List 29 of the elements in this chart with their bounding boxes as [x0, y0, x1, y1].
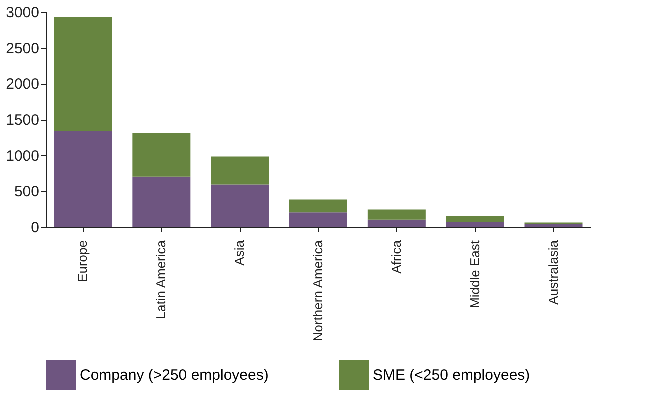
bar — [54, 17, 112, 131]
y-tick-label: 2500 — [6, 40, 40, 58]
legend-label: Company (>250 employees) — [80, 367, 269, 384]
y-tick-label: 1000 — [6, 148, 40, 165]
y-tick-label: 500 — [14, 184, 40, 201]
bar — [132, 133, 191, 177]
x-tick-label: Northern America — [310, 240, 326, 342]
x-tick-label: Asia — [232, 240, 248, 266]
bar — [446, 222, 504, 227]
y-tick-label: 2000 — [6, 76, 40, 94]
bar — [211, 184, 270, 227]
y-tick-label: 3000 — [6, 4, 40, 22]
bar — [368, 210, 426, 220]
y-tick-label: 1500 — [6, 112, 40, 129]
bar — [368, 220, 426, 227]
legend-label: SME (<250 employees) — [373, 367, 530, 384]
bar — [132, 176, 191, 227]
x-tick-label: Middle East — [467, 240, 482, 308]
x-tick-label: Europe — [75, 240, 90, 282]
bar — [290, 200, 348, 213]
y-tick-label: 0 — [31, 220, 40, 236]
bar — [211, 156, 270, 185]
bar — [446, 216, 504, 222]
x-tick-label: Latin America — [154, 240, 169, 320]
x-tick-label: Australasia — [546, 240, 561, 305]
bar — [524, 224, 583, 227]
bar — [54, 130, 112, 227]
bar — [290, 212, 348, 227]
x-tick-label: Africa — [388, 240, 404, 274]
